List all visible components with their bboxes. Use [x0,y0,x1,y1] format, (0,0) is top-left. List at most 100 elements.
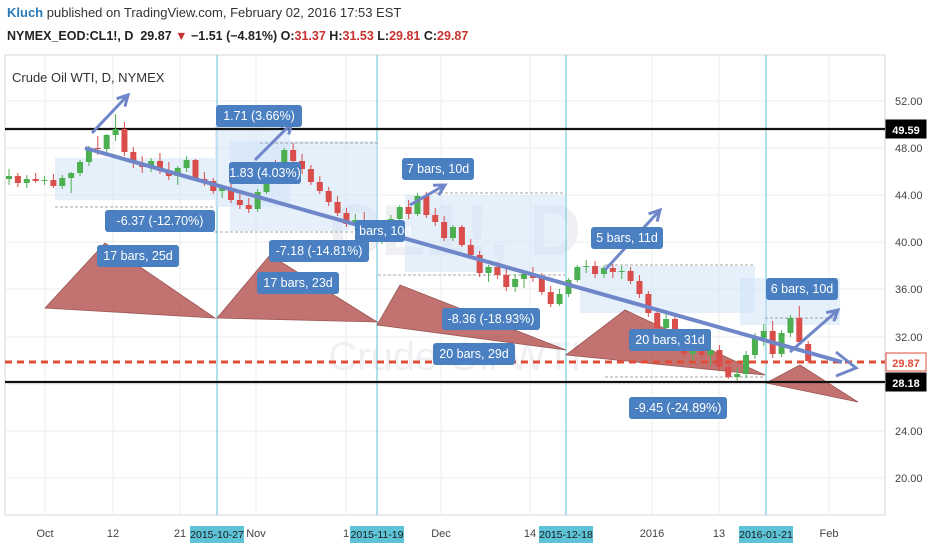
candle [716,345,723,371]
callout-text: -7.18 (-14.81%) [276,244,363,258]
candle [307,165,314,185]
candle-body [494,267,501,275]
candle-body [743,355,750,374]
callout-text: -6.37 (-12.70%) [117,214,204,228]
candle-body [299,161,306,169]
candle [654,308,661,332]
candle-body [281,150,288,171]
candle-body [609,268,616,272]
measure-callout: 1.71 (3.66%) [216,105,302,127]
price-change: −1.51 (−4.81%) [190,29,278,43]
candle [796,306,803,345]
projection-triangle [44,242,217,319]
candle [245,198,252,213]
measure-callout: -8.36 (-18.93%) [442,308,540,330]
projection-arrow-head [116,92,131,107]
candle [441,216,448,241]
candle-body [645,294,652,313]
low-label: L: [377,29,390,43]
candle-body [396,207,403,219]
callout-box [269,240,369,262]
price-tag-label: 28.18 [892,378,920,390]
candle [592,261,599,278]
candle [600,265,607,278]
candle [787,315,794,337]
y-tick-label: 48.00 [895,143,923,155]
candle-body [254,192,261,209]
candle-body [85,148,92,162]
callout-box [229,162,301,184]
candle-body [14,176,21,183]
callout-text: -9.45 (-24.89%) [635,401,722,415]
candle-body [787,318,794,333]
callout-box [216,105,302,127]
high-label: H: [329,29,343,43]
date-marker-label: 2016-01-21 [739,529,793,541]
candle [6,169,12,185]
candle-body [414,196,421,214]
y-tick-label: 40.00 [895,237,923,249]
y-tick-label: 52.00 [895,96,923,108]
x-tick-label: 12 [107,528,119,540]
candle-body [689,350,696,354]
callout-box [97,245,179,267]
candle-body [94,148,101,149]
candle-body [245,205,252,209]
callout-box [433,343,515,365]
candle [130,147,137,168]
candle [316,176,323,194]
candle [59,175,66,189]
projection-arrow [789,308,839,354]
candle-body [325,191,332,202]
candle-body [405,207,412,214]
callout-text: 5 bars, 11d [596,231,658,245]
candle-body [432,215,439,222]
candle [734,368,741,381]
candle-body [707,350,714,355]
candle-body [59,178,66,186]
measure-callout: -6.37 (-12.70%) [105,210,215,232]
candle-body [41,180,48,181]
date-marker-label: 2015-10-27 [190,529,244,541]
candle-body [698,350,705,355]
date-marker-box [539,526,593,543]
down-arrow-icon: ▼ [175,29,188,43]
candle [609,264,616,278]
measure-callout: 20 bars, 29d [433,343,515,365]
candle-body [192,160,199,179]
candle [50,174,57,188]
x-tick-label: 13 [713,528,725,540]
candle [618,266,625,279]
candle [450,225,456,241]
x-tick-label: Oct [36,528,53,540]
candle [32,173,39,183]
x-tick-label: Dec [431,528,451,540]
candle [121,122,128,156]
candle [183,156,190,172]
candle [432,208,439,226]
candle-body [334,202,341,213]
callout-text: 7 bars, 10d [407,162,470,176]
projection-arrow [409,183,446,207]
candle-body [627,271,634,281]
candle [574,265,581,282]
candle-body [521,274,528,279]
projection-arrow-head [432,183,448,197]
candle-body [290,150,297,161]
candle-body [618,271,625,272]
candle [77,160,84,176]
candle-body [663,319,670,328]
publish-text: published on TradingView.com, February 0… [46,5,402,20]
candle-body [725,367,732,377]
callout-box [257,272,339,294]
y-tick-label: 44.00 [895,190,923,202]
candle-body [538,278,545,292]
x-tick-label: 2016 [640,528,664,540]
candle-body [760,331,767,338]
callout-text: 20 bars, 31d [635,333,705,347]
candle-body [476,255,483,273]
candle [405,200,412,219]
author-name[interactable]: Kluch [7,5,44,20]
candle [663,314,670,331]
